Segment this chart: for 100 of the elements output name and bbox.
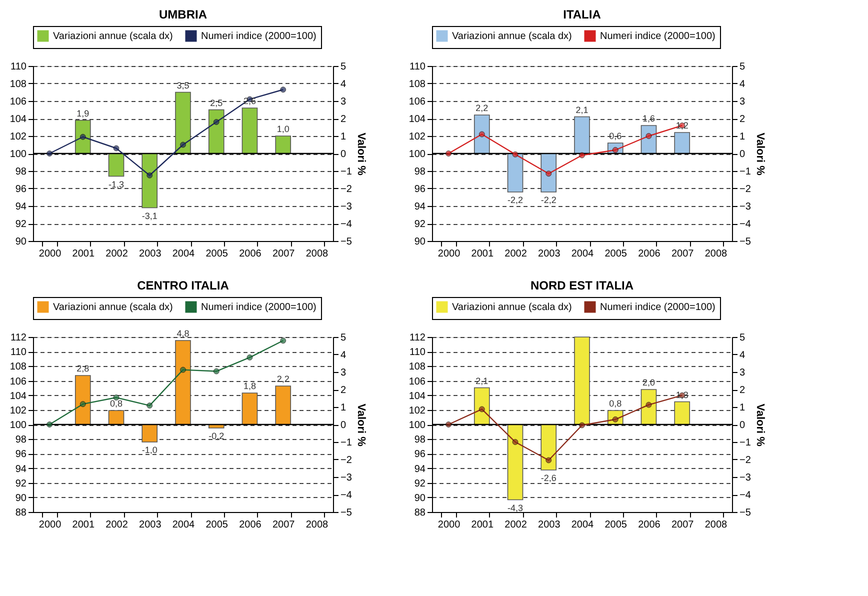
point	[478, 406, 485, 412]
y2-tick-label: 0	[340, 420, 346, 431]
data-label: -3,1	[142, 210, 158, 221]
x-tick-label: 2003	[139, 520, 162, 530]
y2-tick-label: −2	[740, 184, 752, 195]
legend-label: Numeri indice (2000=100)	[201, 302, 316, 313]
y2-tick-label: −1	[340, 438, 352, 448]
y2-tick-label: 4	[340, 79, 346, 90]
y2-tick-label: 3	[740, 96, 746, 108]
y-tick-label: 96	[414, 449, 426, 460]
bar	[175, 92, 191, 154]
y-tick-label: 94	[414, 464, 426, 475]
point	[579, 422, 585, 428]
point	[213, 368, 220, 374]
point	[579, 152, 585, 158]
y2-tick-label: 0	[340, 149, 346, 160]
point	[213, 119, 220, 125]
y-tick-label: 92	[414, 219, 426, 230]
bar	[474, 114, 490, 154]
bar	[540, 153, 557, 192]
x-tick-label: 2002	[106, 248, 128, 260]
y-tick-label: 90	[15, 236, 27, 248]
data-label: -2,6	[540, 473, 556, 483]
y-tick-label: 108	[408, 79, 426, 90]
y-tick-label: 98	[15, 166, 27, 178]
y2-tick-label: −3	[740, 202, 752, 212]
legend-label: Variazioni annue (scala dx)	[53, 31, 173, 42]
x-tick-label: 2004	[571, 248, 594, 260]
y-tick-label: 88	[414, 508, 426, 518]
x-tick-label: 2006	[239, 248, 262, 260]
y2-axis-title: Valori %	[354, 404, 367, 447]
bar	[208, 109, 224, 154]
x-tick-label: 2006	[638, 248, 661, 260]
x-tick-label: 2000	[438, 520, 461, 530]
x-tick-label: 2008	[306, 520, 329, 530]
point	[512, 439, 518, 445]
y2-tick-label: 2	[340, 385, 346, 396]
y-tick-label: 96	[15, 449, 27, 460]
x-tick-label: 2003	[538, 248, 561, 260]
x-tick-label: 2008	[704, 248, 728, 260]
bar	[507, 153, 524, 192]
bar	[275, 386, 292, 425]
y-tick-label: 110	[410, 347, 426, 358]
y-tick-label: 102	[10, 132, 27, 142]
y-tick-label: 104	[408, 390, 426, 402]
x-tick-label: 2003	[139, 248, 162, 260]
y-tick-label: 104	[10, 390, 27, 402]
y2-tick-label: 5	[340, 62, 346, 72]
y-tick-label: 102	[10, 405, 27, 416]
y-tick-label: 92	[414, 478, 426, 490]
legend-label: Numeri indice (2000=100)	[600, 31, 716, 42]
y2-tick-label: −2	[740, 455, 752, 466]
bar	[574, 336, 590, 425]
y2-tick-label: 2	[740, 114, 746, 125]
y2-tick-label: −5	[340, 508, 352, 518]
y2-tick-label: 0	[740, 149, 746, 160]
bar	[507, 424, 524, 500]
x-tick-label: 2007	[671, 248, 694, 260]
y-tick-label: 90	[414, 492, 426, 504]
y-tick-label: 110	[10, 347, 27, 358]
data-label: -1,0	[142, 445, 158, 455]
y2-tick-label: −2	[340, 455, 352, 466]
y2-tick-label: −1	[740, 166, 752, 178]
x-tick-label: 2000	[38, 520, 62, 530]
y2-tick-label: 3	[340, 96, 346, 108]
data-label: 2,1	[476, 376, 488, 386]
y2-tick-label: 2	[740, 385, 746, 396]
data-label: 2,5	[210, 98, 223, 108]
x-tick-label: 2003	[538, 520, 561, 530]
x-tick-label: 2001	[471, 520, 494, 530]
y2-tick-label: 3	[340, 368, 346, 378]
point	[446, 150, 452, 156]
y-tick-label: 98	[15, 434, 27, 446]
y2-tick-label: 3	[740, 368, 746, 378]
x-tick-label: 2001	[72, 248, 95, 260]
x-tick-label: 2008	[704, 520, 728, 530]
y-tick-label: 98	[414, 434, 426, 446]
y-tick-label: 96	[15, 184, 27, 195]
y-tick-label: 102	[408, 132, 426, 142]
y-tick-label: 106	[10, 376, 27, 388]
bar	[175, 340, 191, 425]
x-tick-label: 2002	[106, 520, 128, 530]
bar	[74, 375, 91, 425]
x-tick-label: 2005	[206, 248, 228, 260]
point	[246, 354, 253, 360]
y-tick-label: 94	[15, 202, 27, 212]
point	[80, 134, 86, 140]
y-tick-label: 112	[10, 332, 27, 344]
point	[646, 402, 652, 408]
point	[546, 457, 552, 464]
y-tick-label: 90	[414, 236, 426, 248]
y-tick-label: 100	[10, 420, 27, 431]
y-tick-label: 108	[408, 362, 426, 373]
y-tick-label: 94	[414, 202, 426, 212]
bar	[674, 401, 690, 425]
x-tick-label: 2005	[604, 248, 628, 260]
x-tick-label: 2005	[206, 520, 228, 530]
y-tick-label: 92	[15, 478, 27, 490]
bar	[142, 153, 158, 208]
y-tick-label: 106	[408, 96, 426, 108]
